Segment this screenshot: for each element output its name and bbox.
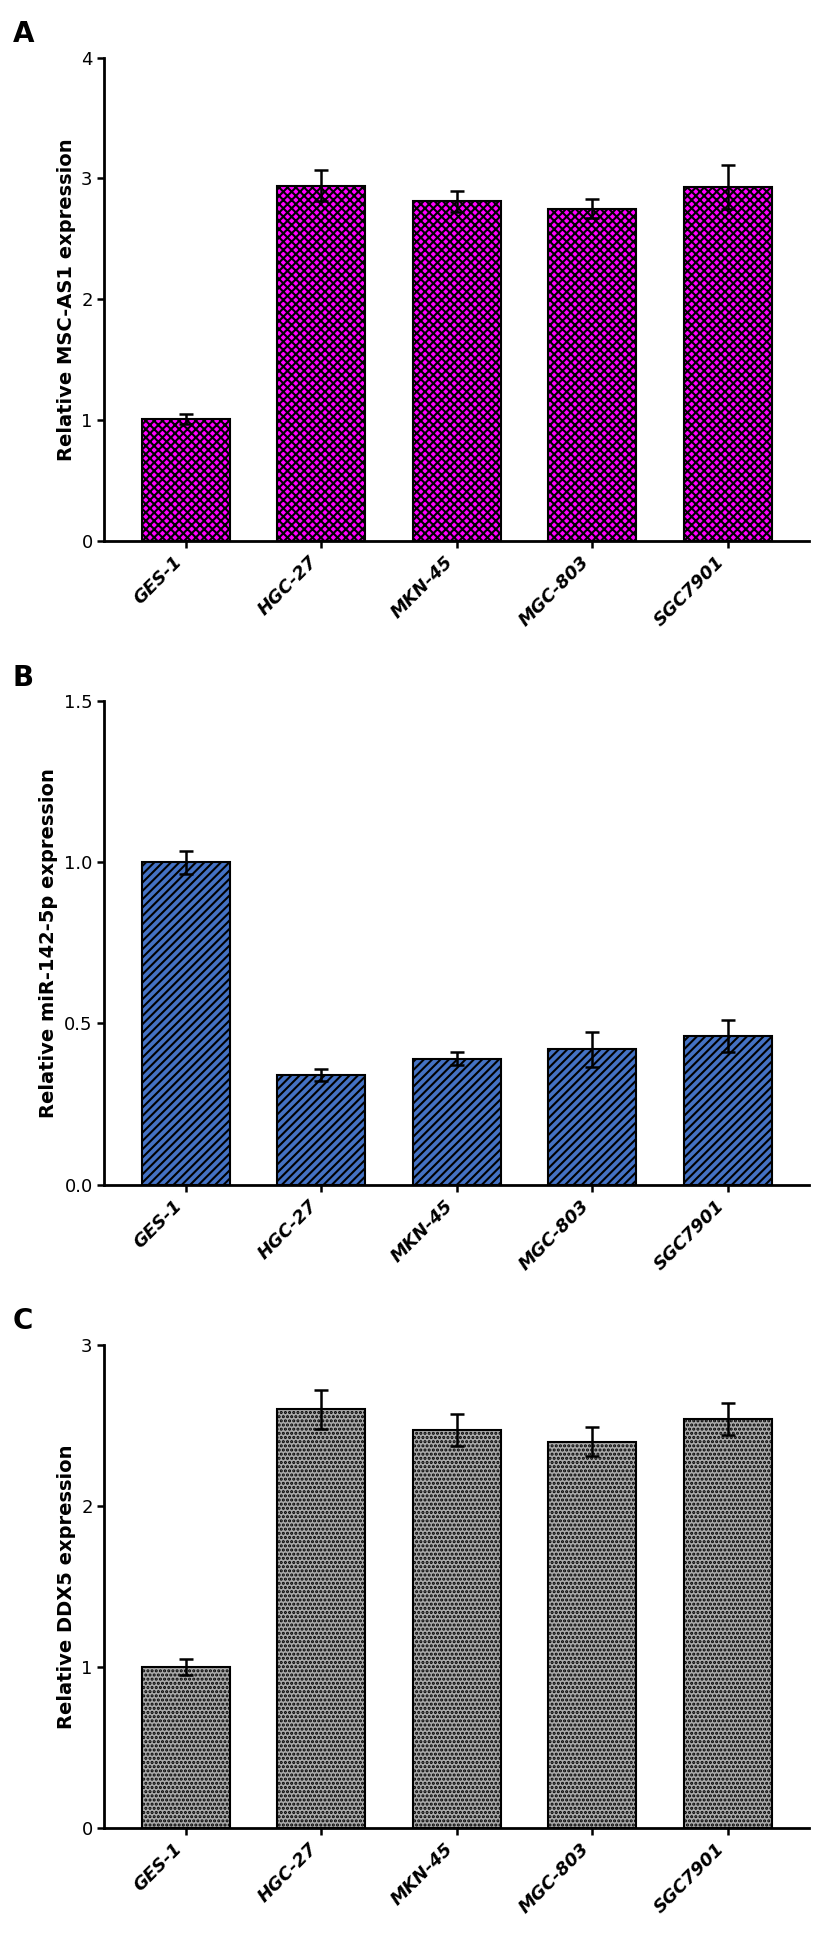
Bar bbox=[413, 1430, 500, 1828]
Bar bbox=[684, 1037, 772, 1184]
Bar bbox=[549, 1442, 637, 1828]
Bar bbox=[142, 862, 230, 1184]
Bar bbox=[684, 186, 772, 541]
Bar bbox=[142, 1667, 230, 1828]
Text: C: C bbox=[12, 1308, 33, 1335]
Bar bbox=[413, 202, 500, 541]
Text: A: A bbox=[12, 19, 34, 48]
Bar bbox=[549, 209, 637, 541]
Bar bbox=[277, 1409, 365, 1828]
Text: B: B bbox=[12, 663, 34, 692]
Bar bbox=[277, 1076, 365, 1184]
Bar bbox=[684, 1419, 772, 1828]
Y-axis label: Relative MSC-AS1 expression: Relative MSC-AS1 expression bbox=[56, 138, 76, 461]
Bar bbox=[549, 1048, 637, 1184]
Bar bbox=[277, 186, 365, 541]
Bar bbox=[142, 419, 230, 541]
Y-axis label: Relative DDX5 expression: Relative DDX5 expression bbox=[56, 1444, 76, 1729]
Bar bbox=[413, 1058, 500, 1184]
Y-axis label: Relative miR-142-5p expression: Relative miR-142-5p expression bbox=[40, 767, 58, 1118]
